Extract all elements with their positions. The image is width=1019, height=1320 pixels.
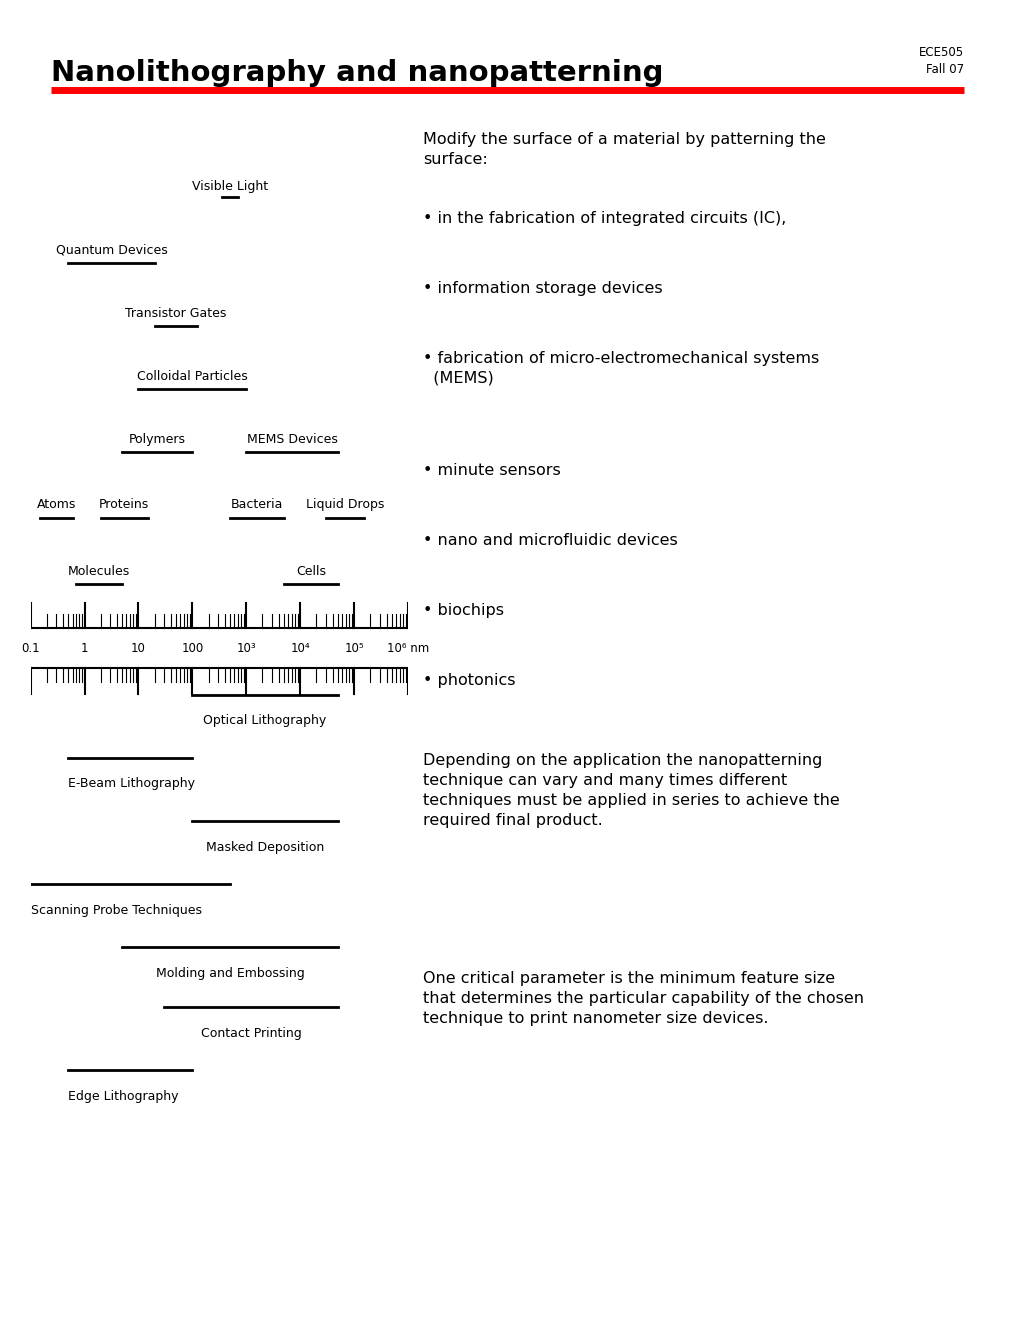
Text: 10⁶ nm: 10⁶ nm: [386, 642, 429, 655]
Text: • photonics: • photonics: [423, 673, 516, 688]
Text: One critical parameter is the minimum feature size
that determines the particula: One critical parameter is the minimum fe…: [423, 972, 863, 1026]
Text: 10⁴: 10⁴: [290, 642, 310, 655]
Text: Polymers: Polymers: [128, 433, 185, 446]
Text: 0.1: 0.1: [21, 642, 40, 655]
Text: E-Beam Lithography: E-Beam Lithography: [68, 777, 195, 791]
Text: • fabrication of micro-electromechanical systems
  (MEMS): • fabrication of micro-electromechanical…: [423, 351, 818, 385]
Text: 10⁵: 10⁵: [344, 642, 364, 655]
Text: Atoms: Atoms: [37, 499, 76, 511]
Text: Optical Lithography: Optical Lithography: [203, 714, 326, 727]
Text: Bacteria: Bacteria: [230, 499, 283, 511]
Text: Contact Printing: Contact Printing: [201, 1027, 301, 1040]
Text: 10³: 10³: [236, 642, 256, 655]
Text: 10: 10: [130, 642, 146, 655]
Text: Proteins: Proteins: [99, 499, 150, 511]
Text: 100: 100: [181, 642, 203, 655]
Text: • information storage devices: • information storage devices: [423, 281, 662, 296]
Text: • biochips: • biochips: [423, 603, 503, 618]
Text: Edge Lithography: Edge Lithography: [68, 1090, 178, 1102]
Text: Cells: Cells: [296, 565, 326, 578]
Text: Colloidal Particles: Colloidal Particles: [137, 370, 248, 383]
Text: MEMS Devices: MEMS Devices: [247, 433, 337, 446]
Text: Molding and Embossing: Molding and Embossing: [156, 966, 304, 979]
Text: Fall 07: Fall 07: [925, 63, 963, 77]
Text: • minute sensors: • minute sensors: [423, 463, 560, 478]
Text: Visible Light: Visible Light: [192, 181, 268, 193]
Text: • in the fabrication of integrated circuits (IC),: • in the fabrication of integrated circu…: [423, 211, 786, 226]
Text: Nanolithography and nanopatterning: Nanolithography and nanopatterning: [51, 59, 662, 87]
Text: Modify the surface of a material by patterning the
surface:: Modify the surface of a material by patt…: [423, 132, 825, 166]
Text: Quantum Devices: Quantum Devices: [56, 243, 167, 256]
Text: Scanning Probe Techniques: Scanning Probe Techniques: [31, 904, 202, 916]
Text: Masked Deposition: Masked Deposition: [206, 841, 324, 854]
Text: • nano and microfluidic devices: • nano and microfluidic devices: [423, 533, 678, 548]
Text: Transistor Gates: Transistor Gates: [124, 306, 226, 319]
Text: 1: 1: [81, 642, 89, 655]
Text: Liquid Drops: Liquid Drops: [306, 499, 383, 511]
Text: Molecules: Molecules: [68, 565, 130, 578]
Text: ECE505: ECE505: [918, 46, 963, 59]
Text: Depending on the application the nanopatterning
technique can vary and many time: Depending on the application the nanopat…: [423, 754, 840, 828]
